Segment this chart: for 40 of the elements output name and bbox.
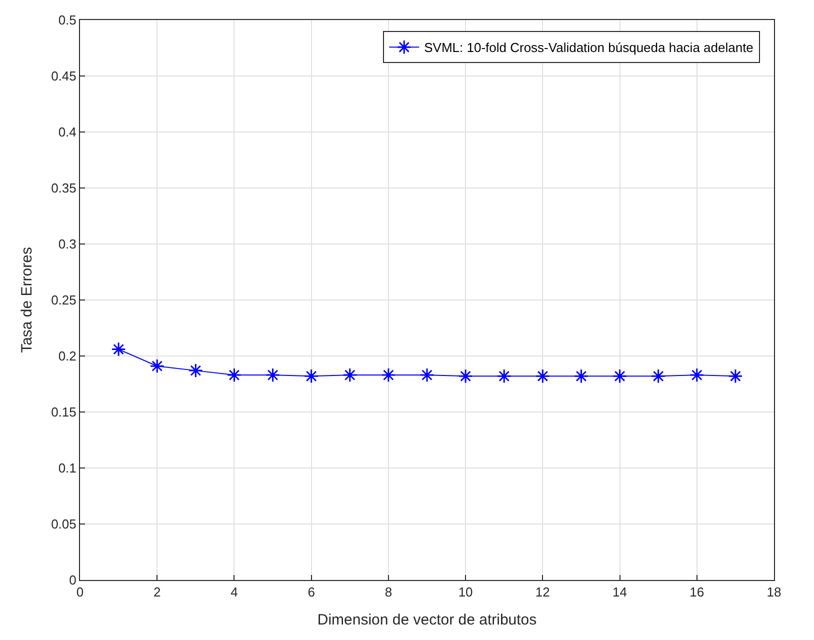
point <box>728 368 743 384</box>
x-tick-label: 16 <box>690 584 704 600</box>
point <box>111 342 126 357</box>
y-tick-label: 0.2 <box>58 348 76 364</box>
point <box>535 368 550 384</box>
y-tick-label: 0.15 <box>51 404 76 420</box>
x-axis-title: Dimension de vector de atributos <box>317 612 537 629</box>
y-tick-label: 0.25 <box>51 292 76 308</box>
point <box>612 368 628 384</box>
y-tick-label: 0.35 <box>51 180 76 196</box>
x-tick-label: 18 <box>766 584 782 600</box>
y-tick-label: 0.3 <box>58 236 76 252</box>
point <box>690 368 704 382</box>
point <box>420 368 434 382</box>
x-tick-label: 4 <box>230 584 238 600</box>
x-tick-label: 2 <box>153 584 161 600</box>
point <box>304 368 319 384</box>
point <box>381 368 396 382</box>
y-tick-label: 0.4 <box>58 124 76 140</box>
point <box>226 368 242 382</box>
point <box>150 358 164 374</box>
y-tick-label: 0.45 <box>51 68 76 84</box>
point <box>650 368 666 384</box>
y-tick-label: 0.5 <box>58 12 76 28</box>
point <box>342 368 358 382</box>
y-tick-label: 0.05 <box>51 516 76 532</box>
x-tick-label: 12 <box>535 584 550 600</box>
point <box>496 368 512 384</box>
y-axis-title: Tasa de Errores <box>18 247 36 353</box>
y-tick-label: 0 <box>69 572 76 588</box>
x-tick-label: 6 <box>308 584 315 600</box>
x-tick-label: 10 <box>458 584 473 600</box>
x-tick-label: 14 <box>612 584 628 600</box>
point <box>265 368 280 382</box>
point <box>188 363 204 378</box>
point <box>574 368 589 384</box>
x-tick-label: 8 <box>384 584 392 600</box>
y-tick-label: 0.1 <box>58 460 76 476</box>
point <box>458 368 473 384</box>
legend-label: SVML: 10-fold Cross-Validation búsqueda hacia adelante <box>424 40 754 56</box>
